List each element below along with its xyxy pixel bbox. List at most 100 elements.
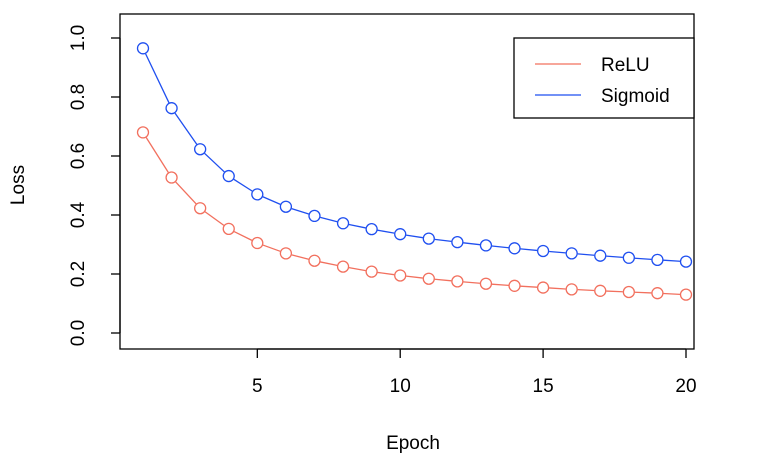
data-point-sigmoid (451, 235, 464, 249)
data-point-relu (536, 281, 550, 294)
series-segment-sigmoid (233, 178, 253, 192)
series-segment-relu (434, 278, 452, 282)
data-point-sigmoid (508, 242, 521, 255)
series-segment-sigmoid (320, 216, 338, 223)
data-point-sigmoid (336, 217, 350, 230)
series-segment-relu (577, 289, 595, 292)
data-point-sigmoid (279, 200, 293, 213)
x-tick-label: 20 (675, 376, 696, 397)
series-segment-sigmoid (606, 255, 623, 258)
series-segment-relu (520, 285, 538, 288)
series-segment-sigmoid (262, 196, 281, 205)
series-segment-relu (406, 275, 423, 279)
y-axis-title: Loss (8, 165, 29, 205)
series-segment-sigmoid (577, 253, 595, 256)
data-point-relu (651, 287, 664, 300)
series-segment-relu (320, 261, 338, 267)
x-tick-label: 15 (533, 376, 554, 397)
data-point-sigmoid (536, 244, 550, 258)
data-point-sigmoid (165, 102, 178, 115)
series-segment-sigmoid (144, 53, 170, 104)
data-point-relu (308, 254, 321, 267)
data-point-sigmoid (651, 253, 664, 266)
series-segment-sigmoid (291, 207, 309, 215)
data-point-sigmoid (422, 232, 435, 245)
x-axis: 5 10 15 20 (252, 348, 697, 397)
series-sigmoid (136, 42, 693, 268)
data-point-relu (594, 284, 607, 297)
data-point-relu (279, 247, 293, 260)
data-point-relu (565, 283, 578, 296)
data-point-sigmoid (365, 223, 378, 236)
data-point-sigmoid (251, 188, 264, 201)
data-point-relu (194, 202, 207, 215)
legend: ReLU Sigmoid (513, 37, 695, 119)
data-point-sigmoid (622, 251, 635, 264)
series-segment-sigmoid (634, 257, 652, 261)
y-tick-label: 0.4 (68, 201, 89, 228)
y-axis: 0.0 0.2 0.4 0.6 0.8 1.0 (68, 25, 121, 346)
series-segment-relu (348, 267, 366, 272)
series-segment-sigmoid (663, 259, 681, 262)
x-tick-label: 5 (252, 376, 263, 397)
series-segment-sigmoid (520, 248, 538, 252)
data-point-relu (479, 277, 493, 290)
y-tick-label: 0.8 (68, 84, 89, 110)
legend-box (513, 37, 695, 119)
data-point-sigmoid (565, 247, 578, 260)
series-segment-sigmoid (377, 229, 395, 234)
series-segment-relu (233, 230, 253, 241)
series-segment-sigmoid (491, 245, 509, 249)
series-segment-relu (175, 181, 197, 205)
series-segment-sigmoid (549, 250, 566, 254)
data-point-relu (222, 222, 235, 236)
series-segment-relu (463, 281, 481, 284)
series-segment-sigmoid (406, 234, 423, 239)
series-segment-sigmoid (174, 112, 198, 145)
data-point-relu (422, 272, 435, 285)
legend-label-sigmoid: Sigmoid (601, 86, 670, 107)
data-point-relu (622, 285, 635, 299)
data-point-relu (508, 279, 521, 292)
data-point-relu (251, 236, 264, 250)
data-point-sigmoid (308, 209, 321, 223)
series-segment-relu (377, 271, 395, 276)
y-tick-label: 0.6 (68, 143, 89, 169)
series-segment-sigmoid (463, 242, 481, 246)
data-point-sigmoid (394, 228, 407, 241)
data-point-relu (394, 269, 407, 282)
data-point-relu (451, 275, 464, 288)
series-segment-relu (663, 292, 681, 295)
legend-label-relu: ReLU (601, 55, 650, 76)
data-point-relu (365, 265, 378, 278)
x-tick-label: 10 (390, 376, 411, 397)
data-point-relu (136, 126, 150, 139)
data-point-sigmoid (136, 42, 150, 55)
series-segment-sigmoid (434, 238, 452, 243)
y-tick-label: 1.0 (68, 25, 89, 51)
data-point-sigmoid (679, 255, 693, 268)
data-point-relu (336, 260, 350, 273)
series-layer (136, 42, 693, 301)
series-segment-sigmoid (204, 152, 225, 173)
y-tick-label: 0.0 (68, 320, 89, 346)
series-relu (136, 126, 693, 301)
y-tick-label: 0.2 (68, 261, 89, 287)
data-point-relu (679, 288, 693, 301)
data-point-relu (165, 171, 178, 184)
series-segment-relu (291, 254, 309, 260)
series-segment-sigmoid (348, 223, 366, 229)
series-segment-relu (549, 287, 566, 290)
series-segment-relu (491, 283, 509, 287)
series-segment-relu (204, 211, 225, 226)
series-segment-relu (606, 290, 623, 293)
data-point-sigmoid (479, 239, 493, 252)
series-segment-relu (262, 244, 281, 252)
series-segment-relu (634, 291, 652, 294)
data-point-sigmoid (594, 249, 607, 262)
series-segment-relu (145, 137, 169, 173)
data-point-sigmoid (194, 143, 207, 156)
data-point-sigmoid (222, 169, 235, 183)
